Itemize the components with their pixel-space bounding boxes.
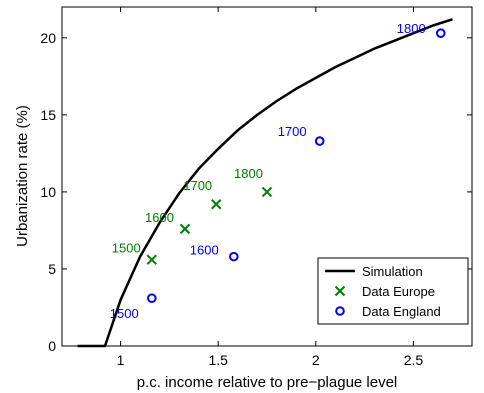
y-tick-label: 0 xyxy=(48,338,56,354)
europe-year-label: 1700 xyxy=(183,178,212,193)
england-year-label: 1700 xyxy=(278,124,307,139)
legend-entry-label: Data England xyxy=(362,304,441,319)
legend-o-symbol xyxy=(335,306,345,316)
y-axis-label: Urbanization rate (%) xyxy=(14,105,31,247)
y-tick-label: 5 xyxy=(48,261,56,277)
legend-entry-label: Simulation xyxy=(362,264,423,279)
axis-ticks: 1 1.5 2 2.5 0 5 10 15 20 xyxy=(40,7,472,368)
legend-x-symbol xyxy=(334,285,346,297)
europe-data-point xyxy=(211,199,222,210)
y-tick-label: 10 xyxy=(40,184,56,200)
x-tick-label: 2.5 xyxy=(404,352,424,368)
england-data-point xyxy=(314,136,325,146)
legend-entry-label: Data Europe xyxy=(362,284,435,299)
england-data-point xyxy=(147,293,157,304)
europe-year-label: 1500 xyxy=(112,241,141,256)
europe-year-label: 1800 xyxy=(234,166,263,181)
x-tick-label: 1 xyxy=(117,352,125,368)
england-data-point xyxy=(229,251,239,262)
europe-data-point xyxy=(261,186,273,198)
england-year-label: 1500 xyxy=(110,306,139,321)
y-tick-label: 15 xyxy=(40,107,56,123)
europe-data-point xyxy=(146,254,158,265)
data-labels: 1500 1600 1700 1800 1500 1600 1700 1800 xyxy=(110,21,426,321)
x-tick-label: 2 xyxy=(312,352,320,368)
plot-area xyxy=(77,18,453,348)
x-axis-label: p.c. income relative to pre−plague level xyxy=(137,374,398,391)
x-tick-label: 1.5 xyxy=(208,352,228,368)
england-data-point xyxy=(435,28,446,38)
england-year-label: 1600 xyxy=(190,243,219,258)
y-tick-label: 20 xyxy=(40,30,56,46)
england-year-label: 1800 xyxy=(397,21,426,36)
simulation-line xyxy=(77,18,453,348)
europe-data-point xyxy=(179,223,191,235)
europe-year-label: 1600 xyxy=(145,210,174,225)
legend: Simulation Data Europe Data England xyxy=(317,257,469,325)
plot-frame xyxy=(61,6,473,347)
